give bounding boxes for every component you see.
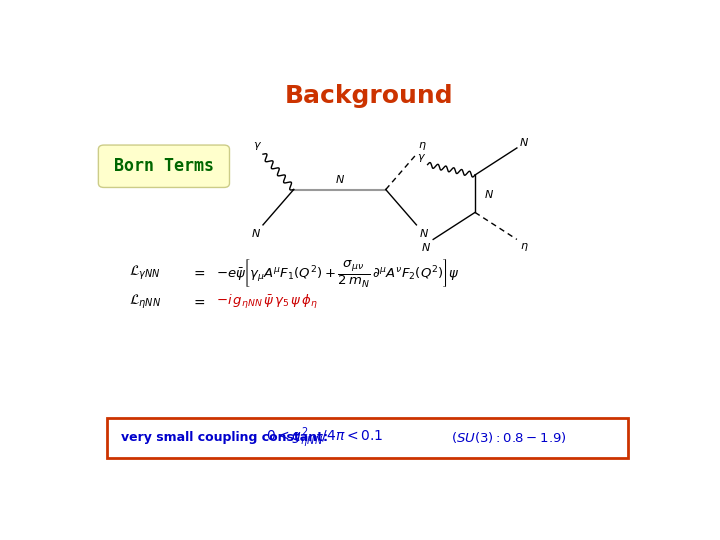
Text: $=$: $=$	[192, 295, 206, 309]
FancyBboxPatch shape	[99, 145, 230, 187]
Text: Background: Background	[284, 84, 454, 107]
Text: $=$: $=$	[192, 266, 206, 280]
Text: $\gamma$: $\gamma$	[418, 152, 426, 164]
Text: $N$: $N$	[418, 227, 428, 239]
Bar	[107, 418, 629, 458]
Text: $\mathcal{L}_{\gamma NN}$: $\mathcal{L}_{\gamma NN}$	[129, 264, 161, 282]
Text: $N$: $N$	[484, 188, 494, 200]
Text: $\gamma$: $\gamma$	[253, 140, 262, 152]
Text: $0 < g^{2}_{\eta NN}/4\pi < 0.1$: $0 < g^{2}_{\eta NN}/4\pi < 0.1$	[266, 426, 383, 450]
Text: $-i\,g_{\eta NN}\,\bar{\psi}\,\gamma_5\,\psi\,\phi_\eta$: $-i\,g_{\eta NN}\,\bar{\psi}\,\gamma_5\,…	[215, 293, 318, 311]
Text: $\mathcal{L}_{\eta NN}$: $\mathcal{L}_{\eta NN}$	[129, 293, 161, 311]
Text: $(SU(3): 0.8 - 1.9)$: $(SU(3): 0.8 - 1.9)$	[451, 430, 567, 445]
Text: $\eta$: $\eta$	[520, 240, 528, 253]
Text: $N$: $N$	[251, 227, 261, 239]
Text: $N$: $N$	[519, 136, 529, 148]
Text: $-e\bar{\psi}\left[\gamma_\mu A^\mu F_1(Q^2) + \dfrac{\sigma_{\mu\nu}}{2\,m_N}\,: $-e\bar{\psi}\left[\gamma_\mu A^\mu F_1(…	[215, 256, 459, 289]
Text: $N$: $N$	[421, 240, 431, 253]
Text: Born Terms: Born Terms	[114, 157, 214, 175]
Text: $\eta$: $\eta$	[418, 140, 426, 152]
Text: $N$: $N$	[335, 173, 345, 185]
Text: very small coupling constant:: very small coupling constant:	[121, 431, 328, 444]
